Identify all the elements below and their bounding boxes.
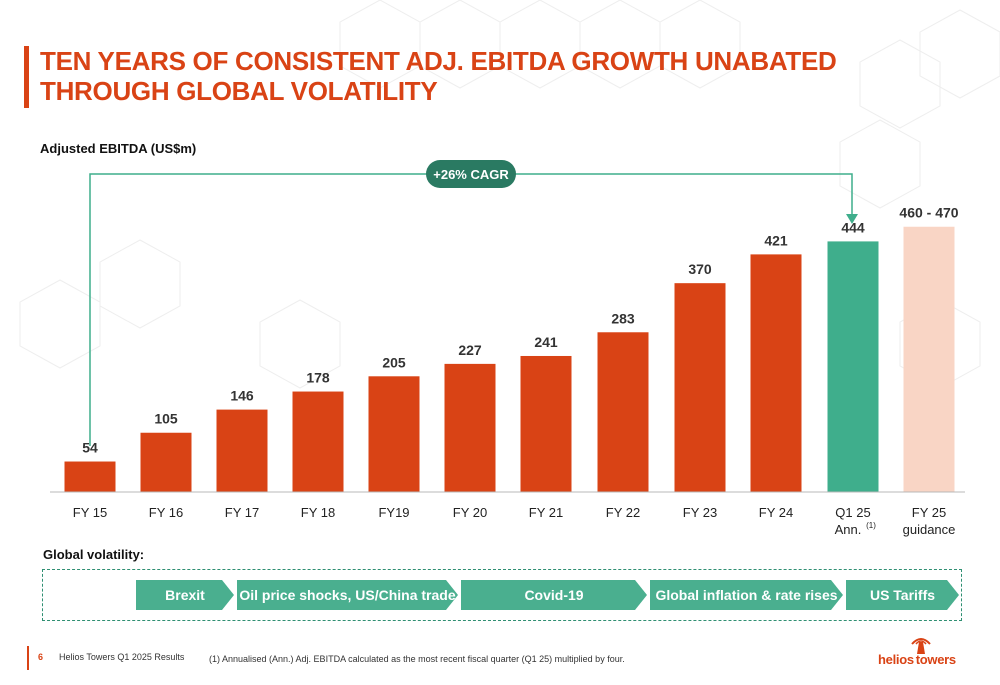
event-oil-price-shocks: Oil price shocks, US/China trade: [237, 580, 458, 610]
page-number: 6: [38, 652, 44, 662]
event-brexit: Brexit: [136, 580, 234, 610]
ebitda-bar-chart: +26% CAGR 54 FY 15 105 FY 16 146 FY 17 178 FY 1…: [50, 160, 965, 537]
event-covid: Covid-19: [461, 580, 647, 610]
category-label-q1-superscript: (1): [866, 521, 876, 530]
value-label-9: 421: [764, 232, 788, 248]
volatility-title: Global volatility:: [43, 547, 145, 562]
logo-text-helios: helios: [878, 652, 914, 667]
category-label-q1-line2: Ann.: [835, 522, 862, 537]
category-label-7: FY 22: [606, 505, 640, 520]
cagr-annotation: +26% CAGR: [433, 167, 509, 182]
value-label-10: 444: [841, 219, 865, 235]
value-label-2: 146: [230, 388, 254, 404]
category-label-guidance-line2: guidance: [903, 522, 956, 537]
volatility-timeline-box: [42, 569, 962, 621]
value-label-3: 178: [306, 370, 330, 386]
bar-7: [597, 332, 649, 492]
value-label-8: 370: [688, 261, 712, 277]
bar-0: [64, 461, 116, 492]
footer-company: Helios Towers Q1 2025 Results: [59, 652, 185, 662]
category-label-5: FY 20: [453, 505, 487, 520]
event-us-tariffs: US Tariffs: [846, 580, 959, 610]
category-label-8: FY 23: [683, 505, 717, 520]
event-global-inflation: Global inflation & rate rises: [650, 580, 843, 610]
value-label-11: 460 - 470: [899, 205, 958, 221]
cagr-bracket: +26% CAGR: [89, 160, 858, 446]
footer-accent-bar: [27, 646, 29, 670]
value-label-1: 105: [154, 411, 178, 427]
bar-9: [750, 254, 802, 492]
category-label-guidance-line1: FY 25: [912, 505, 946, 520]
cagr-arrow-head: [846, 214, 858, 224]
y-axis-label: Adjusted EBITDA (US$m): [40, 141, 197, 156]
logo-text-towers: towers: [915, 652, 956, 667]
value-label-0: 54: [82, 440, 98, 456]
title-accent-bar: [24, 46, 29, 108]
footnote: (1) Annualised (Ann.) Adj. EBITDA calcul…: [209, 654, 625, 664]
bar-2: [216, 409, 268, 492]
bar-10: [827, 241, 879, 492]
bar-3: [292, 391, 344, 492]
bar-6: [520, 355, 572, 492]
category-label-1: FY 16: [149, 505, 183, 520]
value-label-5: 227: [458, 342, 482, 358]
bar-1: [140, 432, 192, 492]
category-label-0: FY 15: [73, 505, 107, 520]
page-title: TEN YEARS OF CONSISTENT ADJ. EBITDA GROW…: [40, 46, 837, 106]
tower-icon: [911, 638, 931, 654]
value-label-7: 283: [611, 310, 635, 326]
helios-towers-logo: helios towers: [878, 632, 964, 672]
category-label-3: FY 18: [301, 505, 335, 520]
value-label-4: 205: [382, 354, 406, 370]
value-label-6: 241: [534, 334, 558, 350]
category-label-4: FY19: [378, 505, 409, 520]
bar-8: [674, 283, 726, 492]
category-label-9: FY 24: [759, 505, 793, 520]
category-label-6: FY 21: [529, 505, 563, 520]
bar-4: [368, 376, 420, 492]
category-label-2: FY 17: [225, 505, 259, 520]
bar-5: [444, 363, 496, 492]
category-label-q1-line1: Q1 25: [835, 505, 870, 520]
bar-11: [903, 226, 955, 492]
cagr-pill: [426, 160, 516, 188]
